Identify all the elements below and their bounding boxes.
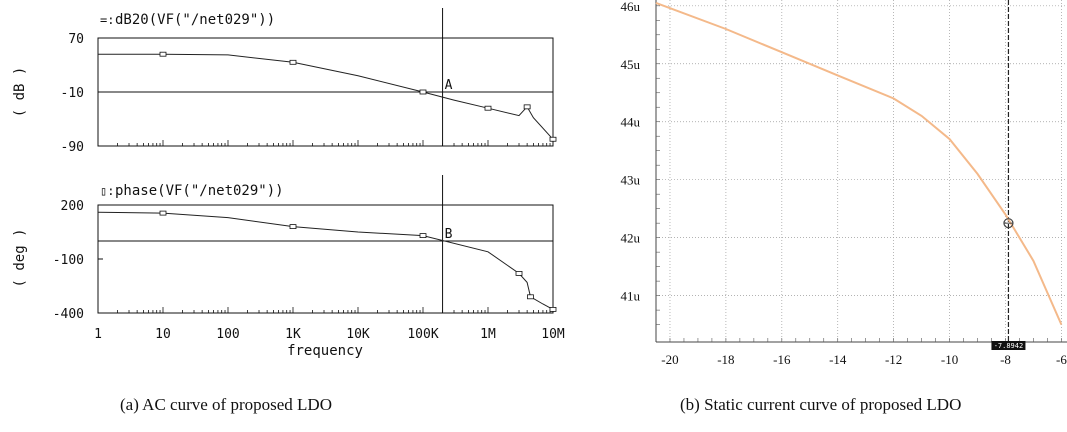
ac-phase-ylabel: ( deg )	[12, 228, 28, 287]
y-tick-label: 46u	[621, 0, 641, 14]
y-tick-label: 70	[68, 32, 84, 47]
data-point	[515, 270, 523, 276]
series-line	[97, 211, 554, 310]
static-current-plot: -20 -18 -16 -14 -12 -10 -8 -6 46u 45u 44u 43u 42u 41u…	[621, 0, 1067, 367]
x-tick-label: 10K	[346, 327, 370, 342]
x-tick-label: 1	[94, 327, 102, 342]
y-tick-label: 42u	[621, 231, 641, 246]
x-tick-label: 10	[155, 327, 171, 342]
series-line	[98, 53, 554, 140]
y-tick-label: 41u	[621, 289, 641, 304]
x-tick-label: 1K	[285, 327, 301, 342]
ac-magnitude-plot: dB20(VF("/net029")) =: ( dB ) 70 -10 -90 A	[12, 8, 557, 155]
data-point	[289, 59, 297, 65]
ac-magnitude-ylabel: ( dB )	[12, 67, 28, 118]
x-tick-label: -12	[885, 352, 902, 367]
y-tick-label: -400	[53, 307, 84, 322]
marker-point	[1003, 218, 1014, 229]
data-point	[523, 104, 531, 110]
x-tick-label: -14	[829, 352, 847, 367]
data-point	[549, 136, 557, 142]
ac-phase-plot: ▯: phase(VF("/net029")) ( deg ) 200 -100 -…	[12, 175, 565, 359]
series-line	[655, 1, 1063, 326]
y-tick-label: 43u	[621, 173, 641, 188]
data-point	[549, 306, 557, 312]
y-tick-label: 44u	[621, 115, 641, 130]
data-point	[484, 105, 492, 111]
figure-canvas: dB20(VF("/net029")) =: ( dB ) 70 -10 -90 A…	[12, 0, 1067, 367]
ac-phase-legend-marker: ▯:	[100, 184, 114, 198]
ac-phase-frame	[97, 204, 554, 314]
ac-phase-title: phase(VF("/net029"))	[115, 183, 284, 199]
data-point	[419, 89, 427, 95]
cursor-readout-text: -7.8942	[994, 342, 1024, 350]
data-point	[159, 210, 167, 216]
y-tick-label: -90	[61, 140, 84, 155]
ac-magnitude-title: dB20(VF("/net029"))	[115, 12, 275, 28]
x-tick-label: -20	[661, 352, 678, 367]
y-tick-label: 200	[61, 199, 84, 214]
x-tick-label: -6	[1056, 352, 1067, 367]
x-tick-label: -8	[1000, 352, 1011, 367]
marker-label: A	[445, 78, 453, 93]
x-tick-label: -10	[941, 352, 958, 367]
x-tick-label: 100K	[407, 327, 438, 342]
y-tick-label: -100	[53, 253, 84, 268]
marker-label: B	[445, 227, 453, 242]
data-point	[419, 233, 427, 239]
y-tick-label: -10	[61, 86, 84, 101]
x-tick-label: -18	[717, 352, 734, 367]
y-tick-label: 45u	[621, 57, 641, 72]
data-point	[159, 51, 167, 57]
data-point	[527, 294, 534, 300]
x-tick-label: 100	[216, 327, 239, 342]
x-tick-label: -16	[773, 352, 791, 367]
caption-b: (b) Static current curve of proposed LDO	[680, 395, 962, 414]
caption-a: (a) AC curve of proposed LDO	[120, 395, 332, 414]
x-axis-label-frequency: frequency	[287, 343, 363, 359]
x-tick-label: 10M	[541, 327, 565, 342]
cursor-readout-box	[991, 341, 1026, 350]
data-point	[289, 224, 297, 230]
ac-magnitude-legend-marker: =:	[100, 13, 114, 27]
x-tick-label: 1M	[480, 327, 496, 342]
